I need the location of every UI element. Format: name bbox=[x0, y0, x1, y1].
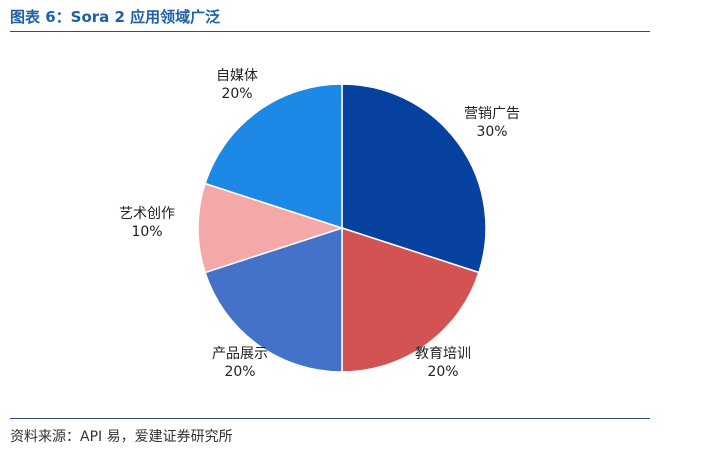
slice-value-label: 20% bbox=[221, 86, 252, 102]
pie-slice bbox=[341, 83, 487, 274]
slice-category-label: 教育培训 bbox=[415, 346, 471, 362]
slice-category-label: 产品展示 bbox=[212, 346, 268, 362]
pie-slice bbox=[197, 182, 345, 274]
pie-slice bbox=[341, 226, 480, 373]
pie-slice bbox=[204, 226, 343, 373]
slice-category-label: 艺术创作 bbox=[119, 206, 175, 222]
slice-value-label: 10% bbox=[131, 224, 162, 240]
slice-value-label: 20% bbox=[427, 364, 458, 380]
title-divider bbox=[10, 31, 650, 32]
chart-title: 图表 6：Sora 2 应用领域广泛 bbox=[10, 8, 221, 26]
slice-category-label: 营销广告 bbox=[464, 106, 520, 122]
slice-value-label: 30% bbox=[476, 124, 507, 140]
pie-slice bbox=[204, 83, 343, 230]
slice-value-label: 20% bbox=[224, 364, 255, 380]
slice-category-label: 自媒体 bbox=[216, 68, 258, 84]
source-divider bbox=[10, 418, 650, 419]
source-note: 资料来源：API 易，爱建证券研究所 bbox=[10, 429, 233, 445]
